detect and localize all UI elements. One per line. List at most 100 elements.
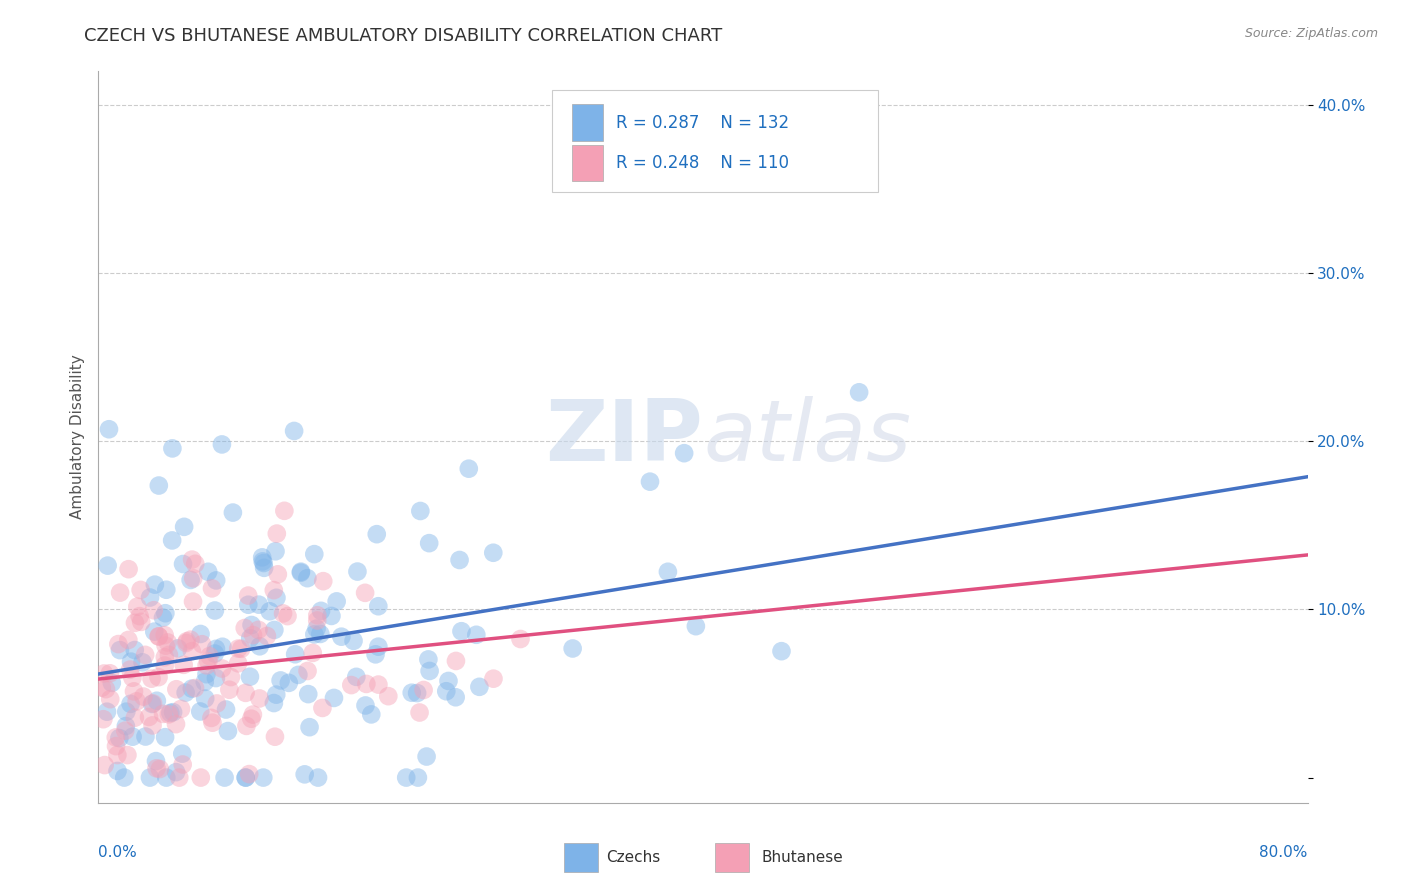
Point xyxy=(284,647,307,661)
Point xyxy=(195,667,218,681)
Text: R = 0.287    N = 132: R = 0.287 N = 132 xyxy=(616,113,789,131)
Point xyxy=(217,724,239,739)
Point xyxy=(444,654,467,668)
Point xyxy=(204,603,226,617)
Point xyxy=(311,701,333,715)
Point xyxy=(153,650,176,665)
Point xyxy=(252,554,274,568)
Point xyxy=(180,573,202,587)
Point xyxy=(162,705,184,719)
Point xyxy=(297,571,319,585)
Text: 0.0%: 0.0% xyxy=(98,845,138,860)
Point xyxy=(211,640,233,654)
Text: atlas: atlas xyxy=(703,395,911,479)
Point xyxy=(152,706,174,721)
Point xyxy=(148,629,170,643)
Point xyxy=(367,640,389,654)
Point xyxy=(253,561,276,575)
Point xyxy=(401,686,423,700)
Point xyxy=(180,644,202,658)
Point xyxy=(115,705,138,719)
Point xyxy=(117,562,139,576)
Point xyxy=(120,697,142,711)
Point xyxy=(204,647,226,661)
Point xyxy=(309,627,332,641)
Point xyxy=(148,670,170,684)
Point xyxy=(330,630,353,644)
Point xyxy=(235,719,257,733)
Point xyxy=(201,582,224,596)
Point xyxy=(377,689,399,703)
Point xyxy=(157,648,180,662)
Point xyxy=(340,678,363,692)
Point xyxy=(267,567,290,582)
Point xyxy=(122,684,145,698)
Point xyxy=(170,702,193,716)
Point xyxy=(312,574,335,589)
Point xyxy=(200,711,222,725)
Point xyxy=(152,610,174,624)
Point xyxy=(191,637,214,651)
Text: ZIP: ZIP xyxy=(546,395,703,479)
Point xyxy=(247,623,270,637)
Point xyxy=(132,690,155,704)
Point xyxy=(184,681,207,695)
Point xyxy=(156,635,179,649)
Point xyxy=(449,553,471,567)
Point xyxy=(307,614,329,628)
Point xyxy=(108,643,131,657)
Point xyxy=(235,771,257,785)
Point xyxy=(127,599,149,614)
Point xyxy=(141,697,163,711)
Point xyxy=(450,624,472,639)
Point xyxy=(457,461,479,475)
Point xyxy=(115,719,138,733)
Point xyxy=(139,591,162,605)
Point xyxy=(172,747,194,761)
Point xyxy=(638,475,661,489)
Point xyxy=(181,594,204,608)
Point xyxy=(437,673,460,688)
Point xyxy=(325,594,347,608)
Point xyxy=(249,691,271,706)
Point xyxy=(128,609,150,624)
Point xyxy=(160,533,183,548)
Point xyxy=(222,506,245,520)
Point xyxy=(354,586,377,600)
Point xyxy=(444,690,467,705)
Point xyxy=(205,574,228,588)
Point xyxy=(205,671,228,685)
Point xyxy=(259,604,281,618)
Point xyxy=(179,632,201,647)
Point xyxy=(468,680,491,694)
Point xyxy=(307,608,329,623)
Point xyxy=(190,771,212,785)
Point xyxy=(142,603,165,617)
Point xyxy=(235,686,257,700)
Y-axis label: Ambulatory Disability: Ambulatory Disability xyxy=(69,355,84,519)
Point xyxy=(356,677,378,691)
Point xyxy=(304,547,326,561)
Point xyxy=(153,628,176,642)
Point xyxy=(108,585,131,599)
Point xyxy=(205,641,228,656)
Point xyxy=(264,730,287,744)
Text: R = 0.248    N = 110: R = 0.248 N = 110 xyxy=(616,153,789,172)
FancyBboxPatch shape xyxy=(572,145,603,181)
Point xyxy=(298,720,321,734)
Point xyxy=(418,652,440,666)
Point xyxy=(198,649,221,664)
Point xyxy=(143,577,166,591)
Point xyxy=(93,666,115,681)
Point xyxy=(297,687,319,701)
Point xyxy=(159,706,181,720)
Text: Bhutanese: Bhutanese xyxy=(761,850,842,865)
Text: Source: ZipAtlas.com: Source: ZipAtlas.com xyxy=(1244,27,1378,40)
Point xyxy=(184,557,207,571)
Point xyxy=(120,663,142,677)
Point xyxy=(263,623,285,637)
Point xyxy=(194,691,217,706)
Point xyxy=(264,544,287,558)
Point xyxy=(264,688,287,702)
Point xyxy=(218,682,240,697)
